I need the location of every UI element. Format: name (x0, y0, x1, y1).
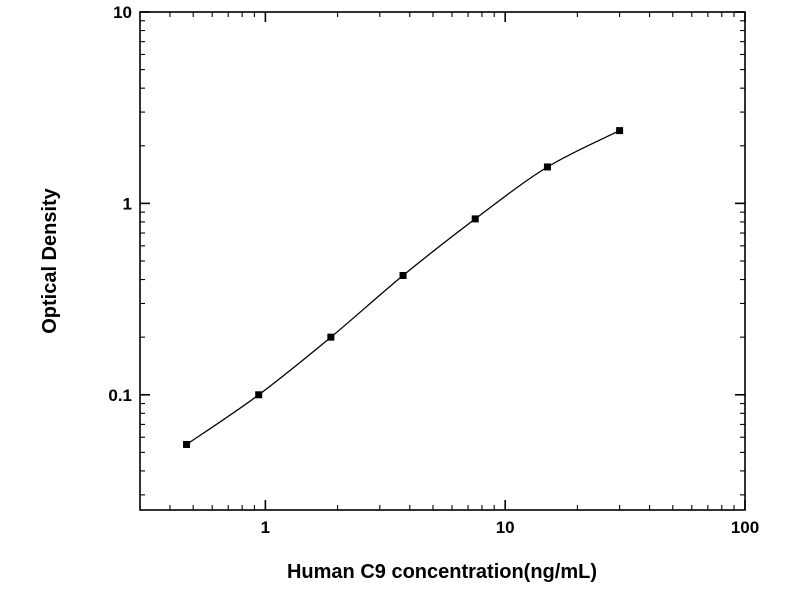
y-tick-label: 1 (123, 194, 132, 213)
data-point-marker (327, 333, 335, 341)
x-tick-label: 10 (496, 518, 515, 537)
data-point-marker (543, 163, 551, 171)
plot-frame (139, 11, 746, 511)
data-point-marker (616, 127, 624, 135)
y-axis-title: Optical Density (39, 187, 61, 333)
y-tick-label: 10 (113, 3, 132, 22)
x-axis-title: Human C9 concentration(ng/mL) (287, 561, 597, 583)
data-point-marker (399, 271, 407, 279)
fit-curve (186, 130, 620, 446)
plot-area: 1 10 100 0.1 1 10 (108, 3, 759, 537)
x-tick-label: 1 (261, 518, 270, 537)
data-point-marker (255, 391, 263, 399)
y-tick-label: 0.1 (108, 386, 132, 405)
x-tick-label: 100 (731, 518, 759, 537)
data-point-marker (471, 215, 479, 223)
data-point-marker (183, 440, 191, 448)
